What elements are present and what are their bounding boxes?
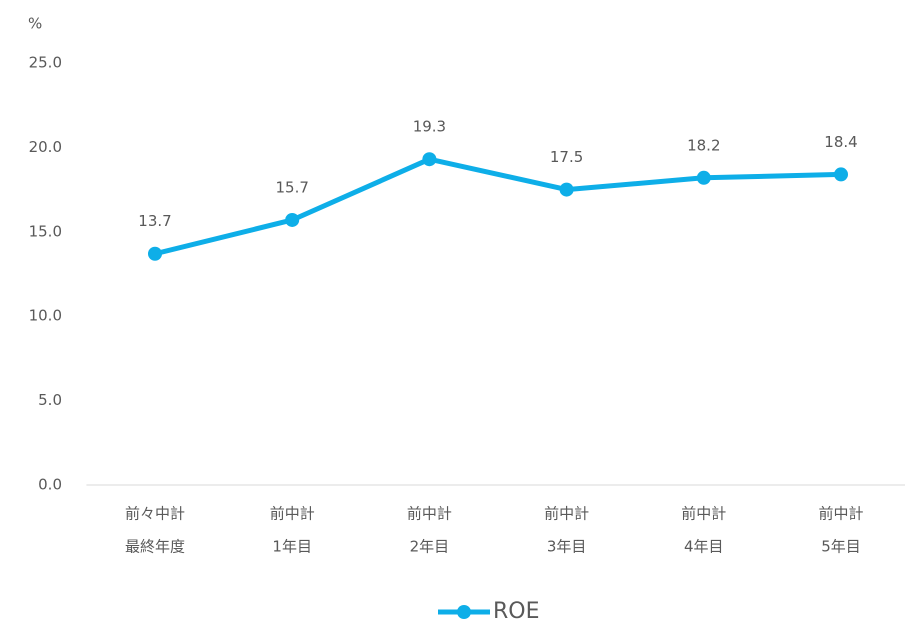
legend-label: ROE	[493, 599, 540, 624]
y-tick-label: 20.0	[29, 138, 62, 156]
y-tick-label: 10.0	[29, 307, 62, 325]
x-tick-label: 前中計	[681, 505, 726, 523]
data-label: 19.3	[413, 118, 446, 136]
x-tick-label: 3年目	[547, 538, 587, 556]
x-tick-label: 1年目	[272, 538, 312, 556]
x-tick-label: 前中計	[544, 505, 589, 523]
y-tick-label: 15.0	[29, 222, 62, 240]
legend-marker	[457, 605, 471, 619]
x-tick-label: 2年目	[410, 538, 450, 556]
data-point	[696, 170, 711, 185]
x-tick-label: 4年目	[684, 538, 724, 556]
data-point	[148, 246, 162, 261]
x-tick-label: 前々中計	[125, 505, 185, 523]
data-label: 17.5	[550, 148, 583, 166]
data-point	[285, 212, 300, 227]
y-tick-label: 0.0	[38, 476, 62, 494]
x-tick-label: 前中計	[407, 505, 452, 523]
y-tick-label: 25.0	[29, 54, 62, 72]
y-tick-label: 5.0	[38, 391, 62, 409]
data-point	[559, 182, 574, 197]
data-label: 15.7	[275, 178, 308, 196]
x-tick-label: 5年目	[821, 538, 861, 556]
data-label: 18.4	[824, 133, 857, 151]
x-tick-label: 前中計	[270, 505, 315, 523]
x-tick-label: 前中計	[818, 505, 863, 523]
data-label: 18.2	[687, 136, 720, 154]
data-label: 13.7	[138, 212, 171, 230]
y-axis-label: %	[28, 15, 42, 33]
data-point	[422, 152, 437, 167]
data-point	[834, 167, 848, 182]
series-line	[154, 156, 842, 257]
x-tick-label: 最終年度	[125, 538, 185, 556]
